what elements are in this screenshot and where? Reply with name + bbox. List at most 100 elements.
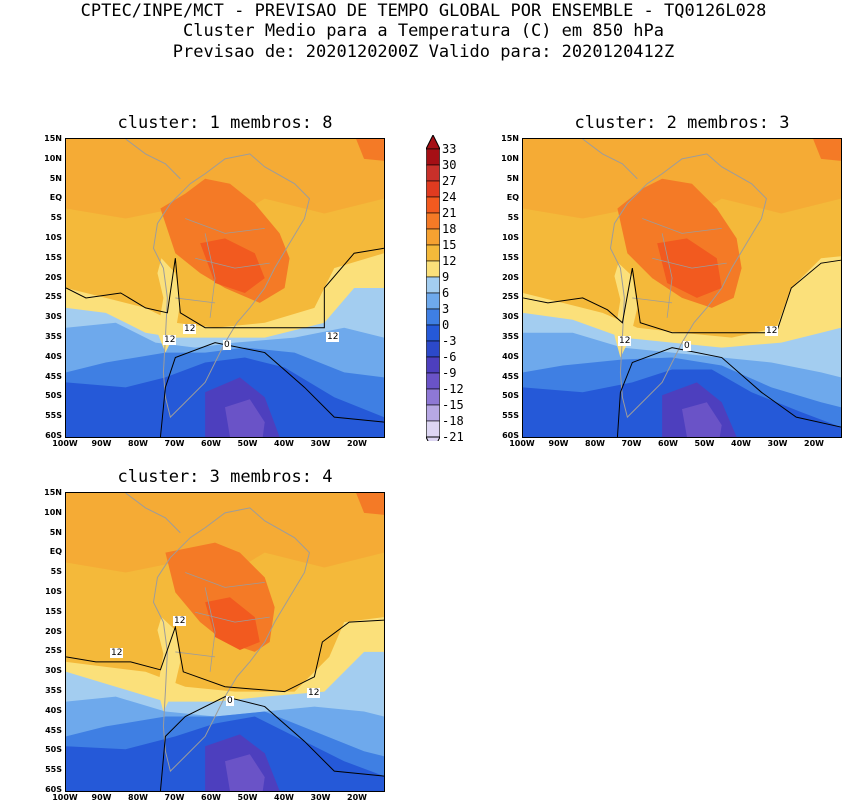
lon-tick-label: 50W <box>237 439 258 448</box>
header-subtitle: Cluster Medio para a Temperatura (C) em … <box>182 21 665 41</box>
lat-tick-label: 10S <box>45 233 62 242</box>
lat-tick-label: EQ <box>506 193 519 203</box>
colorbar <box>426 135 440 441</box>
lat-tick-label: 40S <box>45 705 62 715</box>
lat-tick-label: 55S <box>45 411 62 421</box>
lat-tick-label: 30S <box>45 312 62 322</box>
lon-tick-label: 40W <box>731 439 751 448</box>
lat-tick-label: 45S <box>45 371 62 381</box>
colorbar-tick-label: -15 <box>442 398 464 412</box>
colorbar-tick-label: -6 <box>442 350 457 364</box>
lat-tick-label: 10S <box>45 587 62 596</box>
lon-tick-label: 70W <box>164 439 185 448</box>
lat-tick-label: 45S <box>45 725 62 735</box>
lon-tick-label: 90W <box>91 793 112 802</box>
lat-tick-label: 40S <box>45 351 62 361</box>
panel-2-title: cluster: 2 membros: 3 <box>574 113 790 133</box>
lon-tick-label: 80W <box>128 439 148 448</box>
lat-tick-label: 35S <box>502 332 519 341</box>
colorbar-tick-label: 15 <box>442 238 457 252</box>
lat-tick-label: 20S <box>502 272 519 282</box>
lat-tick-label: 40S <box>502 351 519 361</box>
lat-tick-label: 10N <box>44 507 62 517</box>
colorbar-tick-label: 33 <box>442 142 457 156</box>
map-panel-cluster-3 <box>65 492 385 792</box>
lat-tick-label: 20S <box>45 626 62 636</box>
lat-tick-label: 25S <box>502 292 519 302</box>
lon-tick-label: 90W <box>548 439 569 448</box>
lat-tick-label: 15N <box>501 134 519 143</box>
map-panel-cluster-2 <box>522 138 842 438</box>
lat-tick-label: 60S <box>45 431 62 440</box>
contour-label: 12 <box>173 616 187 626</box>
colorbar-tick-label: -21 <box>442 430 464 444</box>
temperature-field <box>66 139 384 437</box>
lat-tick-label: 15S <box>45 252 62 262</box>
map-panel-cluster-1 <box>65 138 385 438</box>
contour-label: 12 <box>183 324 197 334</box>
lon-tick-label: 20W <box>347 793 367 802</box>
colorbar-tick-label: 30 <box>442 158 457 172</box>
lat-tick-label: 50S <box>502 391 519 401</box>
lat-tick-label: 5N <box>49 173 62 183</box>
lon-tick-label: 60W <box>201 793 221 802</box>
panel-1-title: cluster: 1 membros: 8 <box>117 113 333 133</box>
temperature-field <box>523 139 841 437</box>
lat-tick-label: 5S <box>50 213 62 223</box>
colorbar-tick-label: -3 <box>442 334 457 348</box>
lat-tick-label: EQ <box>49 547 62 557</box>
lon-tick-label: 20W <box>804 439 824 448</box>
lon-tick-label: 30W <box>310 439 331 448</box>
colorbar-tick-label: 6 <box>442 286 450 300</box>
lat-tick-label: 5S <box>507 213 519 223</box>
lon-tick-label: 20W <box>347 439 367 448</box>
lon-tick-label: 60W <box>658 439 678 448</box>
lon-tick-label: 100W <box>52 439 78 448</box>
lat-tick-label: EQ <box>49 193 62 203</box>
contour-label: 12 <box>110 648 124 658</box>
contour-label: 0 <box>223 340 231 350</box>
lat-tick-label: 15S <box>502 252 519 262</box>
lat-tick-label: 5N <box>506 173 519 183</box>
lat-tick-label: 35S <box>45 332 62 341</box>
lat-tick-label: 10N <box>501 153 519 163</box>
contour-label: 12 <box>618 336 632 346</box>
colorbar-tick-label: 27 <box>442 174 457 188</box>
contour-label: 12 <box>326 332 340 342</box>
lat-tick-label: 60S <box>502 431 519 440</box>
lat-tick-label: 15N <box>44 134 62 143</box>
lat-tick-label: 25S <box>45 646 62 656</box>
panel-3-title: cluster: 3 membros: 4 <box>117 467 333 487</box>
lon-tick-label: 100W <box>509 439 535 448</box>
lat-tick-label: 15S <box>45 606 62 616</box>
lon-tick-label: 40W <box>274 793 294 802</box>
lon-tick-label: 40W <box>274 439 294 448</box>
colorbar-tick-label: 9 <box>442 270 450 284</box>
lat-tick-label: 35S <box>45 686 62 695</box>
lat-tick-label: 50S <box>45 391 62 401</box>
colorbar-tick-label: 21 <box>442 206 457 220</box>
lat-tick-label: 15N <box>44 488 62 497</box>
lon-tick-label: 60W <box>201 439 221 448</box>
lat-tick-label: 10N <box>44 153 62 163</box>
header-title: CPTEC/INPE/MCT - PREVISAO DE TEMPO GLOBA… <box>80 1 767 21</box>
lon-tick-label: 30W <box>310 793 331 802</box>
colorbar-tick-label: 24 <box>442 190 457 204</box>
lon-tick-label: 50W <box>694 439 715 448</box>
lon-tick-label: 100W <box>52 793 78 802</box>
contour-label: 12 <box>307 688 321 698</box>
contour-label: 12 <box>163 335 177 345</box>
lon-tick-label: 30W <box>767 439 788 448</box>
colorbar-tick-label: 12 <box>442 254 457 268</box>
lat-tick-label: 30S <box>45 666 62 676</box>
temperature-field <box>66 493 384 791</box>
lon-tick-label: 70W <box>164 793 185 802</box>
lat-tick-label: 5S <box>50 567 62 577</box>
colorbar-tick-label: -12 <box>442 382 464 396</box>
lat-tick-label: 55S <box>45 765 62 775</box>
lat-tick-label: 50S <box>45 745 62 755</box>
lon-tick-label: 70W <box>621 439 642 448</box>
colorbar-tick-label: 18 <box>442 222 457 236</box>
colorbar-tick-label: 3 <box>442 302 450 316</box>
lat-tick-label: 25S <box>45 292 62 302</box>
